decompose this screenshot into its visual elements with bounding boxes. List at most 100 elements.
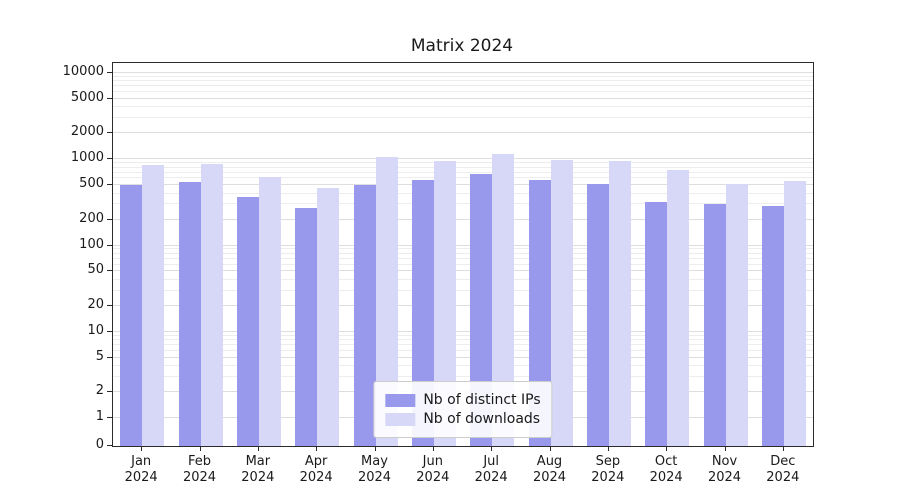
- y-tick-mark: [107, 391, 112, 393]
- y-tick-label: 500: [79, 176, 104, 192]
- gridline: [113, 171, 813, 173]
- bar-distinct-ips: [236, 196, 259, 446]
- bar-downloads: [608, 160, 631, 446]
- gridline: [113, 257, 813, 259]
- y-tick-mark: [107, 417, 112, 418]
- y-tick-label: 5000: [70, 89, 104, 105]
- bar-distinct-ips: [528, 180, 551, 446]
- x-tick-label: May 2024: [357, 454, 392, 485]
- legend: Nb of distinct IPs Nb of downloads: [373, 381, 553, 438]
- gridline: [113, 158, 813, 160]
- gridline: [113, 203, 813, 205]
- y-tick-label: 0: [95, 437, 104, 452]
- legend-swatch-downloads: [385, 412, 416, 426]
- gridline: [113, 80, 813, 82]
- gridline: [113, 263, 813, 265]
- y-tick-mark: [107, 97, 112, 99]
- gridline: [113, 375, 813, 377]
- y-tick-label: 200: [79, 210, 104, 226]
- y-tick-mark: [107, 445, 112, 446]
- bar-downloads: [375, 157, 398, 446]
- gridline: [113, 344, 813, 346]
- bar-downloads: [433, 161, 456, 446]
- gridline: [113, 365, 813, 367]
- x-tick-label: Aug 2024: [532, 454, 567, 485]
- y-tick-label: 1000: [70, 150, 104, 166]
- x-tick-mark: [374, 446, 376, 451]
- y-tick-mark: [107, 158, 112, 160]
- gridline: [113, 177, 813, 179]
- y-tick-mark: [107, 304, 112, 306]
- bar-downloads: [667, 169, 690, 446]
- bar-downloads: [317, 188, 340, 446]
- x-tick-mark: [724, 446, 726, 451]
- x-tick-label: Nov 2024: [707, 454, 742, 485]
- x-tick-mark: [607, 446, 609, 451]
- y-tick-label: 1: [95, 409, 104, 424]
- gridline: [113, 278, 813, 280]
- x-tick-mark: [666, 446, 668, 451]
- x-tick-label: Oct 2024: [649, 454, 683, 485]
- gridline: [113, 356, 813, 358]
- x-tick-mark: [432, 446, 434, 451]
- x-tick-mark: [141, 446, 143, 451]
- legend-item-distinct-ips: Nb of distinct IPs: [385, 392, 541, 408]
- bar-downloads: [550, 160, 573, 446]
- gridline: [113, 270, 813, 272]
- gridline: [113, 339, 813, 341]
- legend-swatch-distinct-ips: [385, 393, 416, 407]
- y-tick-label: 10000: [62, 64, 104, 79]
- bar-distinct-ips: [586, 183, 609, 446]
- y-tick-mark: [107, 356, 112, 358]
- y-tick-mark: [107, 218, 112, 220]
- chart-title: Matrix 2024: [410, 36, 514, 56]
- bar-downloads: [258, 176, 281, 446]
- bar-downloads: [142, 165, 165, 446]
- gridline: [113, 97, 813, 99]
- legend-label-distinct-ips: Nb of distinct IPs: [423, 392, 541, 408]
- gridline: [113, 184, 813, 186]
- x-tick-mark: [782, 446, 784, 451]
- gridline: [113, 304, 813, 306]
- gridline: [113, 72, 813, 73]
- x-tick-mark: [199, 446, 201, 451]
- bar-distinct-ips: [703, 204, 726, 446]
- bar-distinct-ips: [120, 185, 143, 446]
- y-tick-mark: [107, 270, 112, 272]
- x-tick-label: Sep 2024: [591, 454, 625, 485]
- bar-distinct-ips: [470, 173, 493, 446]
- legend-item-downloads: Nb of downloads: [385, 411, 540, 427]
- gridline: [113, 334, 813, 336]
- y-tick-mark: [107, 72, 112, 73]
- x-tick-label: Apr 2024: [299, 454, 333, 485]
- plot-area: Nb of distinct IPs Nb of downloads: [112, 62, 814, 447]
- gridline: [113, 252, 813, 254]
- x-tick-label: Dec 2024: [766, 454, 800, 485]
- gridline: [113, 106, 813, 108]
- gridline: [113, 248, 813, 250]
- grid-layer: [113, 63, 813, 446]
- bar-downloads: [200, 163, 223, 446]
- x-tick-mark: [491, 446, 493, 451]
- y-tick-label: 20: [87, 296, 104, 312]
- gridline: [113, 132, 813, 134]
- bar-distinct-ips: [645, 201, 668, 446]
- bar-downloads: [783, 180, 806, 446]
- x-tick-mark: [316, 446, 318, 451]
- y-tick-label: 2: [95, 383, 104, 399]
- gridline: [113, 192, 813, 194]
- y-tick-label: 50: [87, 262, 104, 278]
- y-tick-label: 10: [87, 322, 104, 338]
- gridline: [113, 75, 813, 77]
- y-tick-mark: [107, 184, 112, 186]
- bar-distinct-ips: [353, 185, 376, 446]
- x-tick-mark: [549, 446, 551, 451]
- bar-distinct-ips: [295, 208, 318, 446]
- gridline: [113, 162, 813, 164]
- gridline: [113, 85, 813, 87]
- x-tick-label: Jul 2024: [474, 454, 508, 485]
- x-tick-label: Jun 2024: [416, 454, 450, 485]
- x-tick-mark: [257, 446, 259, 451]
- legend-label-downloads: Nb of downloads: [423, 411, 541, 427]
